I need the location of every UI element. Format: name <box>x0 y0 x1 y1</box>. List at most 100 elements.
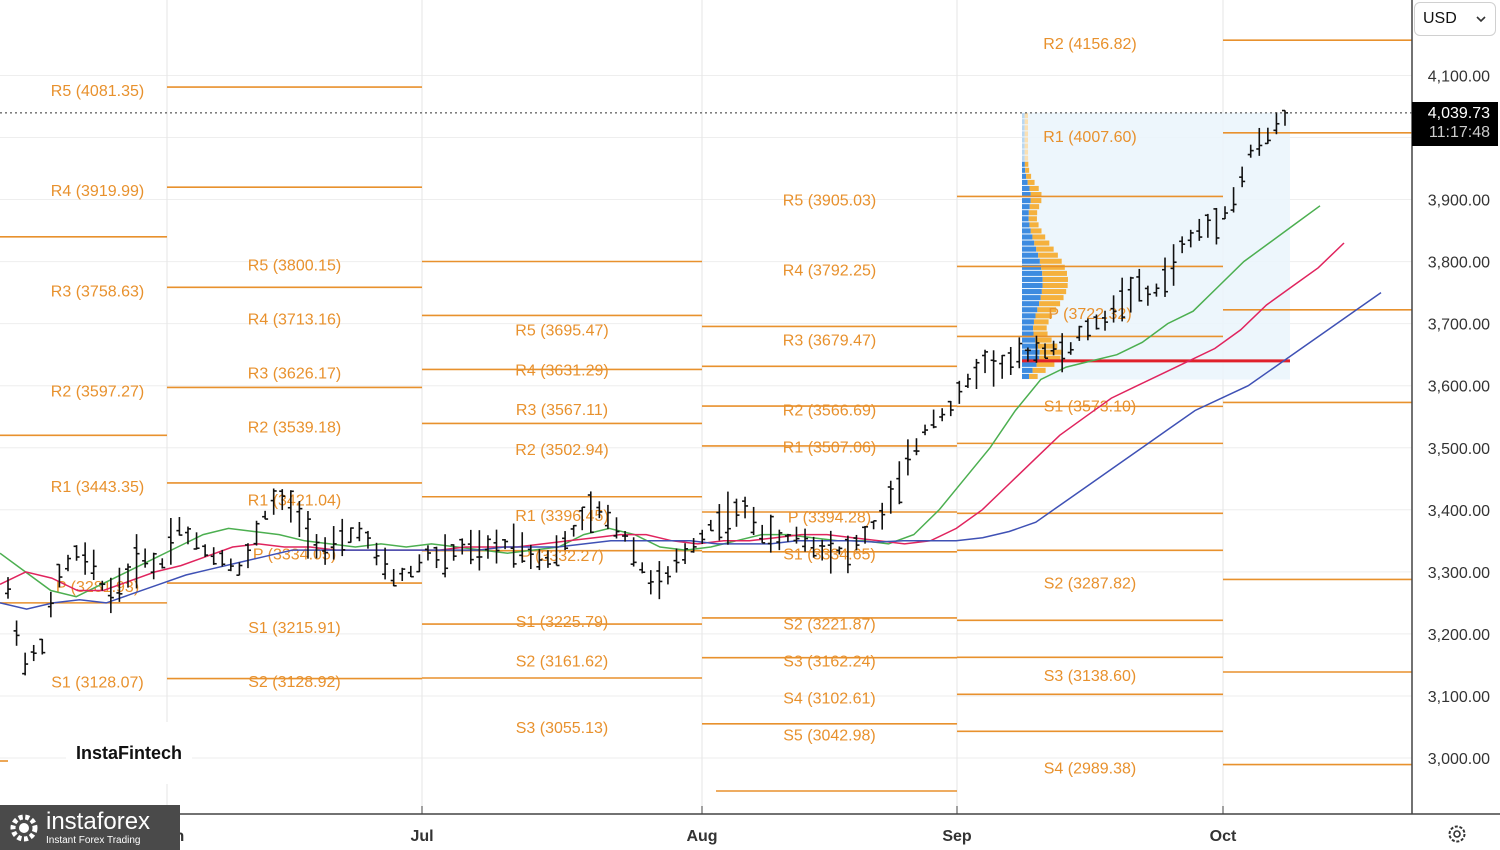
volume-row-sell <box>1035 313 1053 319</box>
volume-row-buy <box>1022 143 1025 149</box>
price-bar <box>244 543 251 569</box>
volume-row-sell <box>1024 143 1029 149</box>
pivot-label: S3 (3162.24) <box>783 653 876 670</box>
volume-row-buy <box>1022 246 1037 252</box>
price-bar <box>999 354 1006 379</box>
volume-row-sell <box>1041 264 1065 270</box>
price-bar <box>982 349 989 374</box>
price-bar <box>150 552 157 580</box>
pivot-label: R1 (3507.06) <box>783 439 876 456</box>
pivot-label: R2 (3566.69) <box>783 402 876 419</box>
volume-row-buy <box>1022 167 1026 173</box>
volume-row-sell <box>1042 270 1067 276</box>
price-bar <box>613 517 620 539</box>
price-bar <box>1059 333 1066 373</box>
pivot-label: R1 (3443.35) <box>51 479 144 496</box>
volume-row-sell <box>1032 234 1046 240</box>
price-bar <box>133 534 140 589</box>
price-bar <box>724 491 731 545</box>
pivot-label: S2 (3161.62) <box>516 654 609 671</box>
pivot-label: P (3722.32) <box>1048 306 1131 323</box>
price-bar <box>227 558 234 572</box>
price-bar <box>390 569 397 587</box>
volume-row-buy <box>1022 149 1025 155</box>
pivot-label: R5 (3800.15) <box>248 258 341 275</box>
price-bar <box>90 549 97 580</box>
pivot-label: S1 (3128.07) <box>51 675 144 692</box>
volume-row-sell <box>1024 131 1029 137</box>
volume-row-sell <box>1035 337 1052 343</box>
volume-profile-area <box>1022 112 1290 380</box>
volume-profile <box>1022 112 1290 380</box>
price-bar <box>330 526 337 560</box>
price-bar <box>1076 325 1083 341</box>
price-bar <box>767 514 774 553</box>
price-bar <box>1170 244 1177 286</box>
volume-row-sell <box>1028 210 1038 216</box>
pivot-label: S1 (3215.91) <box>248 620 341 637</box>
logo-name: instaforex <box>46 807 151 835</box>
price-bar <box>887 480 894 514</box>
price-bar <box>1144 285 1151 306</box>
price-bar <box>424 545 431 561</box>
price-bar <box>1102 310 1109 331</box>
x-tick-label: Sep <box>942 828 972 845</box>
price-bar <box>1153 283 1160 297</box>
volume-row-sell <box>1039 349 1062 355</box>
pivot-label: R2 (4156.82) <box>1043 36 1136 53</box>
volume-row-sell <box>1024 161 1029 167</box>
price-bar <box>116 567 123 602</box>
volume-row-buy <box>1022 173 1027 179</box>
instaforex-logo[interactable]: instaforex Instant Forex Trading <box>0 805 180 850</box>
pivot-label: R2 (3597.27) <box>51 383 144 400</box>
pivot-label: R3 (3626.17) <box>248 365 341 382</box>
currency-value: USD <box>1423 10 1457 27</box>
volume-row-buy <box>1022 325 1034 331</box>
x-tick-label: Jul <box>410 828 433 845</box>
price-bar <box>827 530 834 574</box>
volume-row-sell <box>1042 276 1068 282</box>
volume-row-sell <box>1037 343 1058 349</box>
y-tick-label: 3,400.00 <box>1428 503 1490 520</box>
price-bar <box>836 546 843 555</box>
volume-row-sell <box>1034 240 1050 246</box>
price-bar <box>990 350 997 387</box>
pivot-levels: R5 (4081.35) R4 (3919.99) R3 (3758.63) R2 (… <box>0 36 1412 792</box>
price-bar <box>459 538 466 555</box>
x-tick-label: Aug <box>686 828 717 845</box>
volume-row-sell <box>1026 173 1032 179</box>
price-bar <box>819 539 826 561</box>
price-bar <box>1127 276 1134 313</box>
price-bar <box>1247 144 1254 158</box>
price-bar <box>502 539 509 550</box>
price-bar <box>73 545 80 561</box>
gear-icon[interactable] <box>1446 823 1468 845</box>
price-bar <box>510 523 517 568</box>
pivot-label: R2 (3539.18) <box>248 419 341 436</box>
volume-row-sell <box>1024 149 1029 155</box>
volume-row-buy <box>1022 349 1040 355</box>
price-bar <box>759 524 766 544</box>
price-bar <box>862 525 869 544</box>
volume-row-sell <box>1030 192 1042 198</box>
price-bar <box>304 511 311 559</box>
price-bar <box>493 529 500 564</box>
last-price-value: 4,039.73 <box>1427 105 1490 122</box>
price-bar <box>656 561 663 600</box>
price-bar <box>596 501 603 519</box>
pivot-label: S1 (3573.10) <box>1044 398 1137 415</box>
currency-selector[interactable]: USD <box>1414 2 1496 36</box>
y-tick-label: 4,100.00 <box>1428 68 1490 85</box>
price-bar <box>270 488 277 515</box>
price-bar <box>904 439 911 476</box>
price-bar <box>673 548 680 573</box>
price-bar <box>793 526 800 544</box>
volume-row-buy <box>1022 179 1028 185</box>
price-bar <box>544 550 551 568</box>
price-bar <box>82 542 89 575</box>
volume-row-buy <box>1022 192 1031 198</box>
volume-row-sell <box>1039 258 1062 264</box>
price-bar <box>1256 127 1263 156</box>
pivot-label: R5 (4081.35) <box>51 83 144 100</box>
